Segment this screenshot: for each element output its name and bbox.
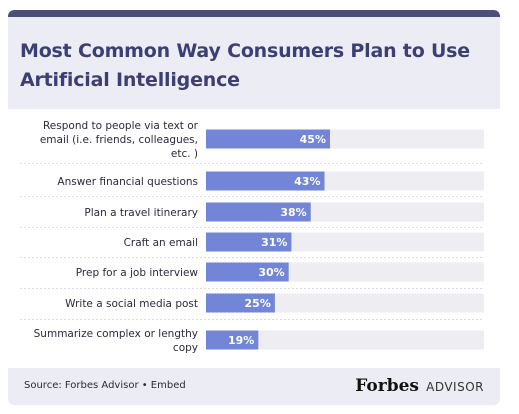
category-label: Prep for a job interview bbox=[76, 267, 199, 279]
category-label: Answer financial questions bbox=[57, 176, 198, 188]
bar bbox=[206, 232, 292, 252]
bar bbox=[206, 129, 330, 149]
bar-track bbox=[206, 330, 484, 350]
accent-top-bar bbox=[8, 10, 500, 17]
bar bbox=[206, 262, 289, 282]
value-label: 38% bbox=[280, 206, 306, 219]
value-label: 43% bbox=[294, 175, 320, 188]
category-label: copy bbox=[173, 342, 198, 354]
chart-card: Most Common Way Consumers Plan to Use Ar… bbox=[8, 10, 500, 405]
category-label: Summarize complex or lengthy bbox=[34, 328, 198, 340]
value-label: 31% bbox=[261, 236, 287, 249]
chart-title: Most Common Way Consumers Plan to Use Ar… bbox=[20, 40, 470, 91]
bar-track bbox=[206, 293, 484, 313]
category-label: Respond to people via text or bbox=[43, 120, 199, 132]
bar bbox=[206, 171, 325, 191]
category-label: Craft an email bbox=[124, 237, 198, 249]
bar bbox=[206, 293, 275, 313]
source-link[interactable]: Source: Forbes Advisor • Embed bbox=[24, 380, 186, 391]
value-label: 45% bbox=[300, 133, 326, 146]
value-label: 19% bbox=[228, 334, 254, 347]
value-label: 25% bbox=[245, 297, 271, 310]
category-label: Plan a travel itinerary bbox=[84, 207, 198, 219]
logo-sub: ADVISOR bbox=[426, 380, 484, 394]
value-label: 30% bbox=[258, 266, 284, 279]
category-label: email (i.e. friends, colleagues, bbox=[40, 134, 198, 146]
chart-header: Most Common Way Consumers Plan to Use Ar… bbox=[8, 17, 500, 109]
category-label: etc. ) bbox=[171, 148, 198, 160]
bar bbox=[206, 202, 311, 222]
forbes-advisor-logo: Forbes ADVISOR bbox=[355, 376, 484, 396]
bar bbox=[206, 330, 259, 350]
category-label: Write a social media post bbox=[65, 298, 198, 310]
logo-brand: Forbes bbox=[355, 376, 420, 396]
bar-chart: 45% Respond to people via text or email (i… bbox=[20, 120, 484, 354]
chart-footer: Source: Forbes Advisor • Embed Forbes AD… bbox=[8, 368, 500, 405]
